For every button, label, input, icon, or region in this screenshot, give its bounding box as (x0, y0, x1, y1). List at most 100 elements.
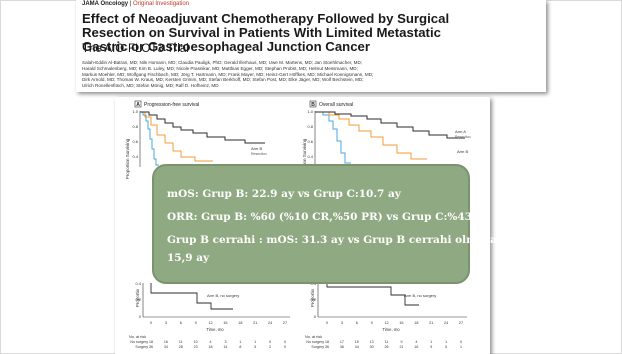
xtick-label: 3 (165, 321, 167, 325)
ytick-label: 0.8 (307, 124, 313, 129)
article-category: Original Investigation (133, 1, 190, 7)
paper-header: JAMA Oncology | Original Investigation E… (76, 0, 546, 92)
risk-cell: 5 (445, 345, 447, 349)
xtick-label: 9 (195, 321, 197, 325)
ytick-label: 0.4 (132, 154, 138, 159)
risk-cell: 4 (415, 340, 417, 344)
panel-c-arm-label: Arm B, no surgery (207, 293, 239, 298)
xtick-label: 21 (429, 321, 433, 325)
overlay-line-mos: mOS: Grup B: 22.9 ay vs Grup C:10.7 ay (167, 188, 401, 200)
title-line: Resection on Survival in Patients With L… (82, 25, 441, 40)
author-list: Salah-Eddin Al-Batran, MD; Nils Homann, … (82, 60, 537, 89)
risk-cell: 18 (209, 345, 213, 349)
paper-title: Effect of Neoadjuvant Chemotherapy Follo… (82, 12, 542, 54)
risk-cell: 9 (430, 345, 432, 349)
risk-cell: 26 (385, 345, 389, 349)
journal-separator: | (128, 1, 134, 7)
journal-line: JAMA Oncology | Original Investigation (82, 1, 189, 7)
panel-c-xlabel: Time, mo (206, 327, 224, 332)
xtick-label: 15 (223, 321, 227, 325)
risk-cell: 16 (414, 345, 418, 349)
risk-cell: 9 (400, 340, 402, 344)
xtick-label: 0 (326, 321, 328, 325)
risk-cell: 18 (325, 340, 329, 344)
risk-row-label: No surgery (306, 340, 324, 344)
panel-c-curve (150, 283, 233, 310)
risk-cell: 10 (194, 340, 198, 344)
risk-cell: 4 (210, 340, 212, 344)
panel-b-arm-b-label: Arm B (457, 149, 468, 154)
risk-cell: 23 (194, 345, 198, 349)
paper-subtitle: The AIO-FLOT3 Trial (82, 43, 189, 55)
panel-a-title: Progression-free survival (144, 102, 199, 108)
xtick-label: 18 (414, 321, 418, 325)
xtick-label: 6 (356, 321, 358, 325)
km-plots: A Progression-free survival B Overall su… (125, 100, 471, 349)
author-line: Salah-Eddin Al-Batran, MD; Nils Homann, … (82, 60, 363, 65)
xtick-label: 21 (253, 321, 257, 325)
overlay-line-surgery-cont: 15,9 ay (167, 252, 210, 264)
xtick-label: 24 (268, 321, 272, 325)
panel-d-ylabel: Proportio (310, 288, 315, 307)
risk-cell: 34 (355, 345, 359, 349)
risk-cell: 0 (284, 340, 286, 344)
risk-cell: 13 (370, 340, 374, 344)
xtick-label: 12 (384, 321, 388, 325)
journal-name: JAMA Oncology (82, 1, 129, 7)
panel-a-letter-box (134, 100, 142, 108)
author-line: Ulrich Ronellenfitsch, MD; Stefan Mönig,… (82, 83, 219, 89)
xtick-label: 27 (459, 321, 463, 325)
risk-cell: 14 (223, 345, 227, 349)
risk-cell: 1 (460, 345, 462, 349)
overlay-line-surgery: Grup B cerrahi : mOS: 31.3 ay vs Grup B … (167, 234, 509, 246)
risk-cell: 0 (460, 340, 462, 344)
risk-cell: 11 (179, 340, 183, 344)
panel-b-arm-a-label: Arm A (455, 129, 466, 134)
risk-cell: 11 (385, 340, 389, 344)
panel-b-arm-a-sublabel: Resection (455, 135, 471, 139)
risk-row-label: Surgery (311, 345, 324, 349)
ytick-label: 0.6 (307, 139, 313, 144)
panel-d-xlabel: Time, mo (382, 327, 400, 332)
ytick-label: 0.2 (135, 297, 141, 302)
ytick-label: 0.4 (307, 154, 313, 159)
panel-a-arm-label: Arm B (251, 146, 262, 151)
risk-cell: 17 (340, 340, 344, 344)
xtick-label: 24 (444, 321, 448, 325)
ytick-label: 0.6 (132, 139, 138, 144)
risk-cell: 3 (224, 340, 226, 344)
risk-cell: 36 (340, 345, 344, 349)
author-line: Harald Schmalenberg, MD; Kim B. Luley, M… (82, 65, 358, 71)
ytick-label: 0 (314, 314, 317, 319)
risk-cell: 36 (325, 345, 329, 349)
risk-row-label: Surgery (135, 345, 148, 349)
panel-b-curve-black (315, 111, 465, 139)
author-line: Dirk Arnold, MD; Thomas W. Kraus, MD; Ke… (82, 77, 364, 83)
title-line: Effect of Neoadjuvant Chemotherapy Follo… (82, 11, 450, 26)
panel-d-arm-label: Arm B, no surgery (404, 293, 436, 298)
risk-cell: 2 (269, 345, 271, 349)
risk-cell: 1 (445, 340, 447, 344)
xtick-label: 3 (341, 321, 343, 325)
xtick-label: 18 (238, 321, 242, 325)
risk-cell: 0 (284, 345, 286, 349)
risk-cell: 0 (269, 340, 271, 344)
ytick-label: 0.4 (135, 281, 141, 286)
panel-b-curve-blue (315, 111, 351, 164)
risk-heading: No. at risk (305, 335, 322, 339)
ytick-label: 0.2 (310, 297, 316, 302)
panel-b-letter: B (311, 102, 315, 108)
xtick-label: 6 (180, 321, 182, 325)
panel-a-curve-blue (140, 111, 159, 166)
xtick-label: 12 (208, 321, 212, 325)
ytick-label: 0.8 (132, 124, 138, 129)
panel-b-ylabel: Proportion Surviving (302, 138, 307, 179)
xtick-label: 27 (283, 321, 287, 325)
panel-a-ylabel: Proportion Surviving (125, 138, 130, 179)
risk-cell: 8 (239, 345, 241, 349)
risk-cell: 16 (164, 340, 168, 344)
xtick-label: 15 (399, 321, 403, 325)
panel-d-curve (326, 283, 419, 306)
risk-cell: 36 (149, 345, 153, 349)
